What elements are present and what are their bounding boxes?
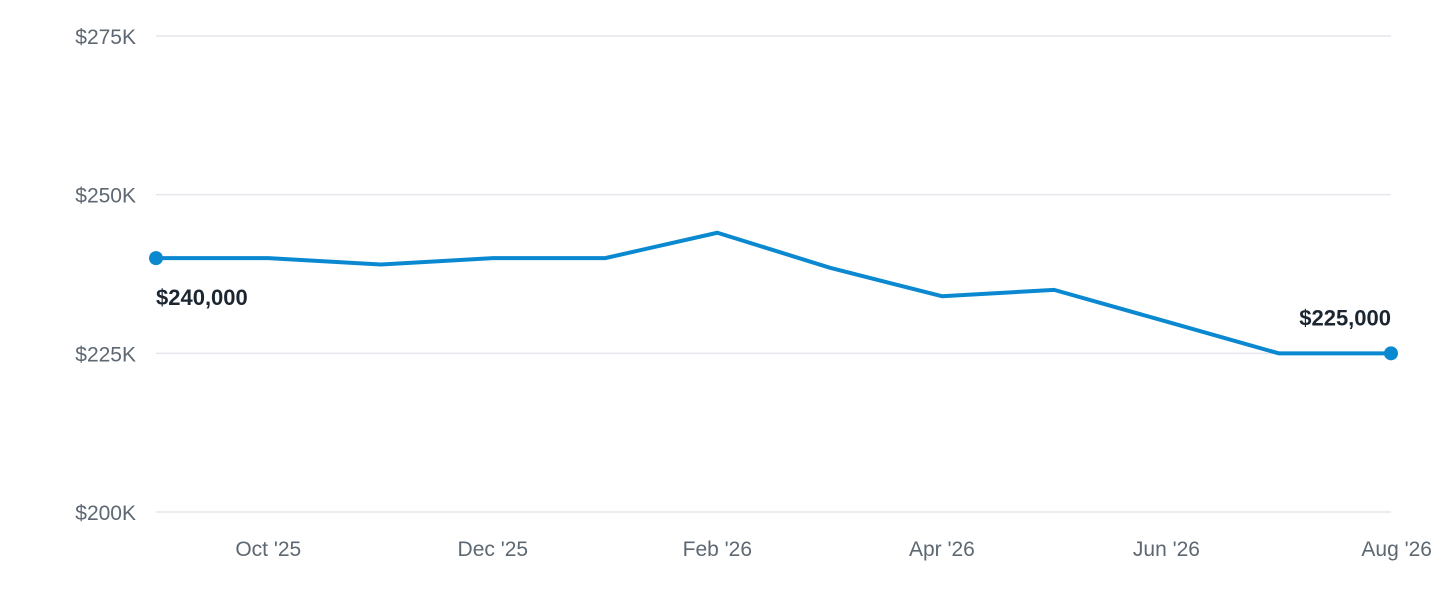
gridlines [156, 35, 1391, 513]
y-tick-label: $275K [75, 26, 136, 49]
x-tick-label: Dec '25 [458, 538, 529, 561]
endpoint-marker-0 [149, 251, 163, 266]
y-tick-label: $200K [75, 502, 136, 525]
y-axis-tick-labels: $200K $225K $250K $275K [75, 26, 136, 525]
data-label-1: $225,000 [1299, 305, 1391, 330]
x-axis-tick-labels: Oct '25 Dec '25 Feb '26 Apr '26 Jun '26 Aug '… [235, 538, 1432, 561]
data-label-0: $240,000 [156, 285, 248, 310]
endpoint-marker-1 [1384, 346, 1398, 361]
x-tick-label: Aug '26 [1361, 538, 1432, 561]
series-layer [154, 230, 1393, 356]
y-tick-label: $250K [75, 185, 136, 208]
series-line-0 [154, 230, 1393, 356]
y-tick-label: $225K [75, 343, 136, 366]
x-tick-label: Feb '26 [683, 538, 752, 561]
x-tick-label: Jun '26 [1133, 538, 1200, 561]
x-tick-label: Oct '25 [235, 538, 301, 561]
x-tick-label: Apr '26 [909, 538, 975, 561]
annotation-layer: $240,000 $225,000 [149, 251, 1398, 361]
